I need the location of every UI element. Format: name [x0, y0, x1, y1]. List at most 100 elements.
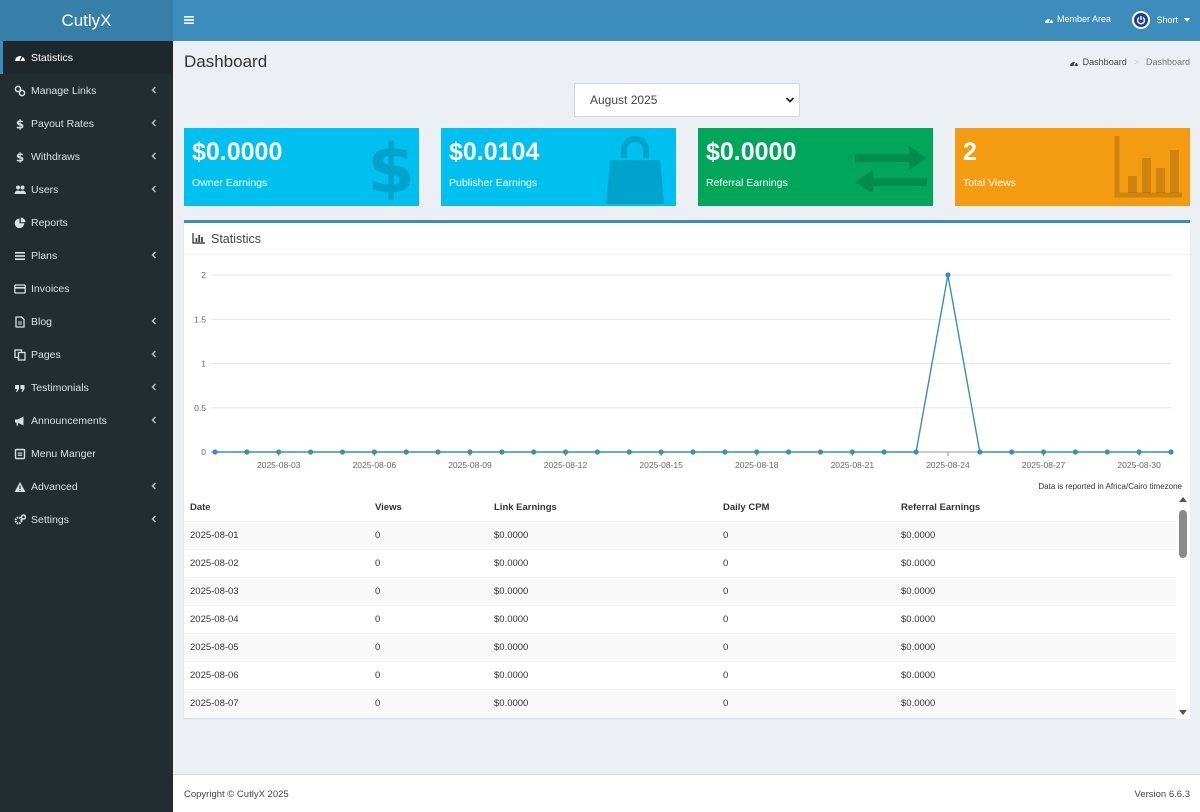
sidebar-item-payout-rates[interactable]: $ Payout Rates — [0, 107, 173, 140]
sidebar-item-pages[interactable]: Pages — [0, 338, 173, 371]
table-header-row: Date Views Link Earnings Daily CPM Referral … — [184, 495, 1176, 522]
sidebar-item-withdraws[interactable]: $ Withdraws — [0, 140, 173, 173]
sidebar-item-testimonials[interactable]: Testimonials — [0, 371, 173, 404]
hamburger-icon[interactable] — [183, 14, 195, 26]
member-area-link[interactable]: Member Area — [1044, 14, 1111, 24]
table-row: 2025-08-04 0 $0.0000 0 $0.0000 — [184, 604, 1176, 633]
line-chart: 0 0.5 1 1.5 2 2025-08-03 2025-08-06 2025-08-09 2… — [194, 270, 1174, 470]
sidebar-item-label: Plans — [31, 249, 58, 262]
menu-square-icon — [13, 448, 27, 460]
sidebar-item-plans[interactable]: Plans — [0, 239, 173, 272]
data-point — [403, 449, 409, 455]
table-cell: 2025-08-03 — [184, 576, 369, 605]
user-menu[interactable]: Short — [1132, 11, 1190, 29]
scrollbar-thumb[interactable] — [1179, 510, 1187, 558]
scroll-down-arrow-icon[interactable] — [1179, 710, 1187, 715]
column-header[interactable]: Views — [369, 495, 488, 522]
table-cell: 0 — [369, 660, 488, 689]
chevron-left-icon — [151, 119, 156, 127]
chevron-left-icon — [151, 86, 156, 94]
sidebar-item-reports[interactable]: Reports — [0, 206, 173, 239]
chevron-left-icon — [151, 251, 156, 259]
sidebar-item-menu-manger[interactable]: Menu Manger — [0, 437, 173, 470]
data-point — [722, 449, 728, 455]
chevron-left-icon — [151, 317, 156, 325]
stat-box-referral-earnings: $0.0000 Referral Earnings — [698, 128, 933, 206]
x-tick-label: 2025-08-30 — [1117, 460, 1161, 470]
credit-card-icon — [13, 283, 27, 295]
app-logo[interactable]: CutlyX — [0, 0, 173, 41]
sidebar-item-manage-links[interactable]: Manage Links — [0, 74, 173, 107]
data-point — [371, 449, 377, 455]
month-select[interactable]: August 2025 — [574, 83, 800, 117]
x-tick-label: 2025-08-12 — [544, 460, 588, 470]
users-icon — [13, 184, 27, 196]
publisher-earnings-value: $0.0104 — [449, 138, 540, 166]
sidebar-item-statistics[interactable]: Statistics — [0, 41, 173, 74]
total-views-label: Total Views — [963, 177, 1016, 189]
data-point — [1009, 449, 1015, 455]
column-header[interactable]: Date — [184, 495, 369, 522]
column-header[interactable]: Referral Earnings — [895, 495, 1176, 522]
table-row: 2025-08-06 0 $0.0000 0 $0.0000 — [184, 660, 1176, 689]
statistics-chart: 0 0.5 1 1.5 2 2025-08-03 2025-08-06 2025-08-09 2… — [184, 258, 1190, 498]
data-point — [881, 449, 887, 455]
breadcrumb-home[interactable]: Dashboard — [1082, 57, 1127, 67]
table-cell: 0 — [369, 604, 488, 633]
referral-earnings-value: $0.0000 — [706, 138, 797, 166]
table-cell: $0.0000 — [895, 660, 1176, 689]
dashboard-icon — [1069, 60, 1078, 66]
y-tick-label: 1 — [201, 359, 206, 369]
column-header[interactable]: Link Earnings — [488, 495, 717, 522]
footer-copyright: Copyright © CutlyX 2025 — [184, 789, 289, 800]
sidebar-item-users[interactable]: Users — [0, 173, 173, 206]
table-cell: $0.0000 — [895, 632, 1176, 661]
data-point — [626, 449, 632, 455]
sidebar-item-advanced[interactable]: Advanced — [0, 470, 173, 503]
sidebar-item-settings[interactable]: Settings — [0, 503, 173, 536]
cogs-icon — [13, 513, 27, 526]
table-cell: 0 — [717, 688, 895, 717]
table-row: 2025-08-05 0 $0.0000 0 $0.0000 — [184, 632, 1176, 661]
x-tick-label: 2025-08-06 — [353, 460, 397, 470]
chevron-left-icon — [151, 185, 156, 193]
sidebar-item-label: Invoices — [31, 282, 70, 295]
chevron-left-icon — [151, 482, 156, 490]
column-header[interactable]: Daily CPM — [717, 495, 895, 522]
data-point — [562, 449, 569, 455]
data-point — [339, 449, 346, 455]
table-cell: 2025-08-07 — [184, 688, 369, 717]
file-icon — [13, 315, 27, 328]
table-cell: 0 — [369, 576, 488, 605]
stat-box-owner-earnings: $ $0.0000 Owner Earnings — [184, 128, 419, 206]
stat-box-total-views: 2 Total Views — [955, 128, 1190, 206]
x-tick-label: 2025-08-03 — [257, 460, 301, 470]
timezone-note: Data is reported in Africa/Cairo timezon… — [1038, 482, 1182, 491]
sidebar-item-announcements[interactable]: Announcements — [0, 404, 173, 437]
sidebar-item-label: Blog — [31, 315, 53, 328]
data-point — [817, 449, 824, 455]
warning-icon — [13, 481, 27, 493]
table-scrollbar[interactable] — [1176, 495, 1190, 719]
chevron-left-icon — [151, 515, 156, 523]
dollar-icon: $ — [371, 136, 411, 200]
scroll-up-arrow-icon[interactable] — [1179, 497, 1187, 502]
table-cell: 2025-08-01 — [184, 520, 369, 549]
referral-earnings-label: Referral Earnings — [706, 177, 788, 189]
sidebar-item-invoices[interactable]: Invoices — [0, 272, 173, 305]
table-cell: 0 — [369, 520, 488, 549]
pie-chart-icon — [13, 217, 27, 229]
data-point — [1040, 449, 1047, 455]
list-icon — [13, 250, 27, 262]
y-tick-label: 0.5 — [194, 403, 206, 413]
table-cell: 0 — [369, 688, 488, 717]
table-cell: 0 — [369, 548, 488, 577]
statistics-table-container[interactable]: Date Views Link Earnings Daily CPM Referral … — [184, 495, 1176, 719]
table-cell: 0 — [717, 632, 895, 661]
x-tick-label: 2025-08-27 — [1022, 460, 1066, 470]
sidebar-item-label: Pages — [31, 348, 61, 361]
sidebar-item-blog[interactable]: Blog — [0, 305, 173, 338]
shopping-bag-icon — [606, 136, 664, 204]
table-row: 2025-08-07 0 $0.0000 0 $0.0000 — [184, 688, 1176, 717]
table-cell: $0.0000 — [488, 688, 717, 717]
